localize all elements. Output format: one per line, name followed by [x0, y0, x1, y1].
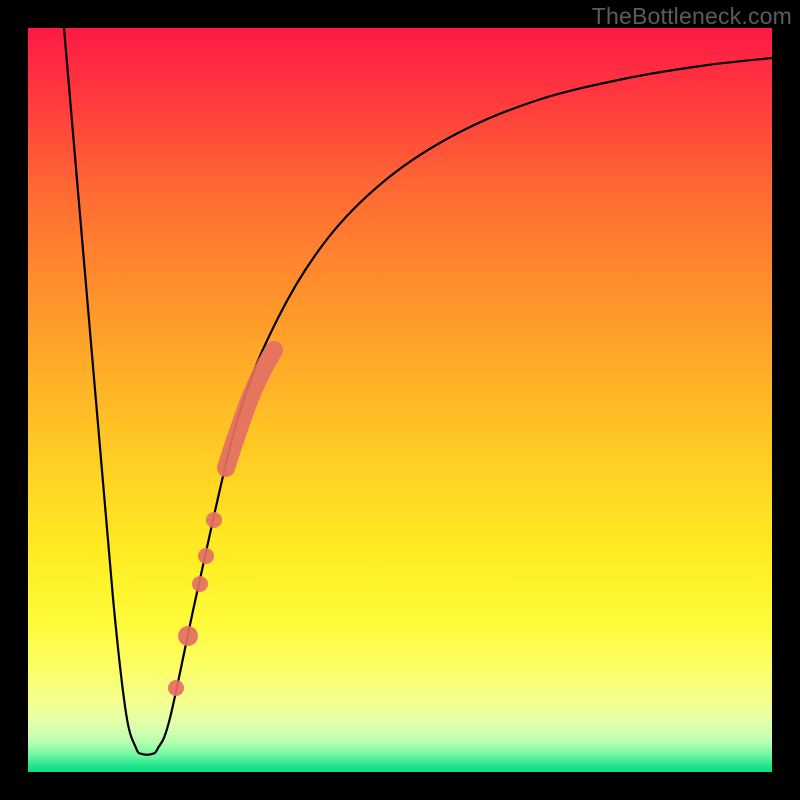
plot-area: [28, 28, 772, 772]
marker-dot-3: [178, 626, 198, 646]
chart-svg: [28, 28, 772, 772]
marker-dot-0: [206, 512, 222, 528]
marker-dot-2: [192, 576, 208, 592]
gradient-background: [28, 28, 772, 772]
chart-container: TheBottleneck.com: [0, 0, 800, 800]
marker-dot-1: [198, 548, 214, 564]
watermark-text: TheBottleneck.com: [592, 3, 792, 30]
marker-dot-4: [168, 680, 184, 696]
